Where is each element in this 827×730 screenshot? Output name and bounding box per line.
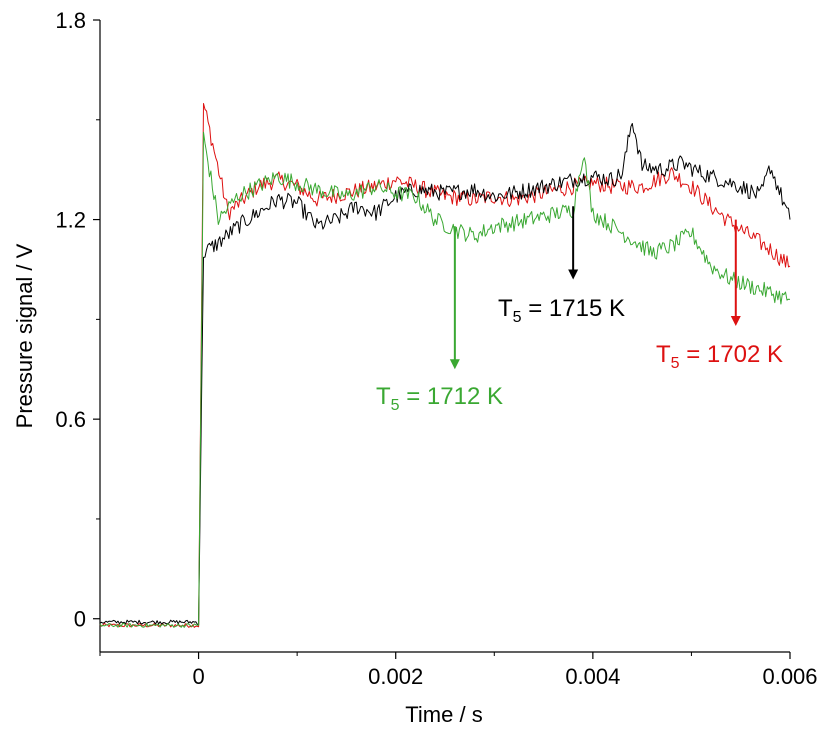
annotation-arrowhead <box>568 269 579 280</box>
series-line-1 <box>99 103 791 628</box>
series-line-3 <box>99 131 791 628</box>
annotation-label: T5 = 1702 K <box>656 341 783 372</box>
y-axis-title: Pressure signal / V <box>12 243 37 428</box>
series-layer <box>99 103 791 628</box>
y-tick-label: 0 <box>74 607 86 632</box>
x-tick-label: 0.006 <box>762 664 817 689</box>
annotations: T5 = 1715 K T5 = 1702 K T5 = 1712 K <box>376 206 783 414</box>
x-tick-label: 0.004 <box>565 664 620 689</box>
annotation-arrowhead <box>730 316 741 327</box>
series-line-2 <box>99 123 791 626</box>
y-tick-label: 1.2 <box>55 208 86 233</box>
annotation-arrowhead <box>449 359 460 370</box>
x-axis-title: Time / s <box>405 702 482 727</box>
x-tick-label: 0.002 <box>368 664 423 689</box>
y-tick-label: 1.8 <box>55 8 86 33</box>
annotation-label: T5 = 1715 K <box>498 295 625 326</box>
y-tick-label: 0.6 <box>55 407 86 432</box>
annotation-label: T5 = 1712 K <box>376 383 503 414</box>
axes: 0 0.6 1.2 1.8 0 0.002 0.004 0.006 <box>55 8 817 689</box>
x-tick-label: 0 <box>192 664 204 689</box>
